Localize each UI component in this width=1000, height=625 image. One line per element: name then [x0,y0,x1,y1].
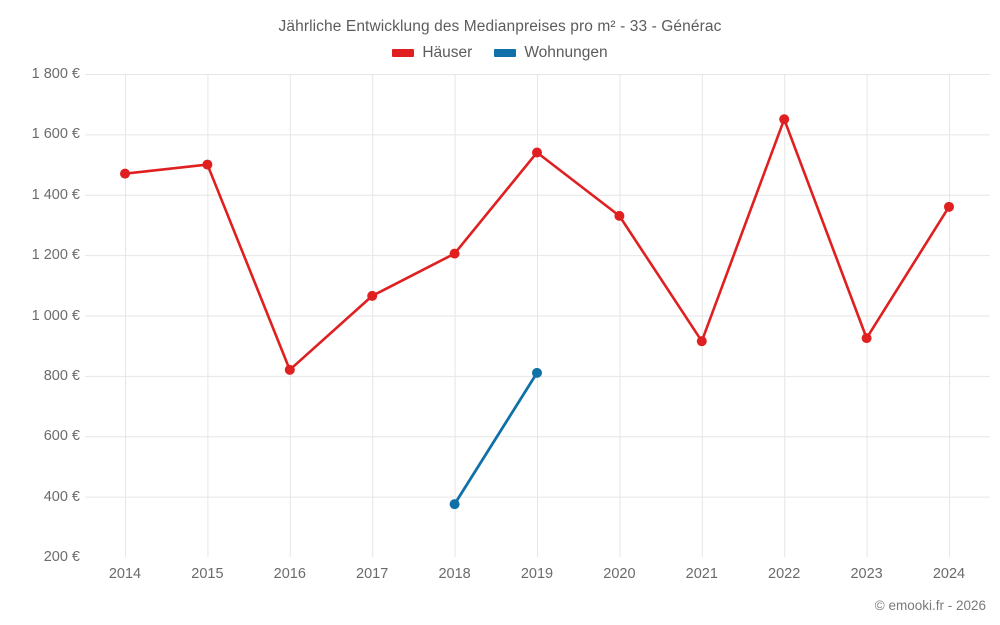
x-axis-tick-label: 2020 [603,566,636,582]
data-point[interactable] [779,114,790,125]
data-point[interactable] [614,210,625,221]
x-axis-tick-label: 2017 [356,566,389,582]
data-point[interactable] [367,290,378,301]
data-point[interactable] [120,168,130,179]
y-axis-labels: 200 € 400 € 600 € 800 € 1 000 € 1 200 € 1 400 … [0,0,80,625]
x-axis-tick-label: 2023 [850,566,883,582]
y-axis-tick-label: 1 400 € [31,186,80,203]
y-axis-tick-label: 400 € [43,488,80,505]
legend-swatch-hauser [392,49,415,57]
plot-svg [85,74,990,557]
x-axis-tick-label: 2024 [932,566,966,582]
y-axis-tick-label: 1 600 € [31,126,80,143]
plot-area [85,74,990,557]
y-axis-tick-label: 200 € [43,549,80,565]
y-axis-tick-label: 1 800 € [31,66,80,82]
data-point[interactable] [532,147,542,158]
data-point[interactable] [449,248,460,259]
legend-label-hauser: Häuser [422,44,473,61]
legend-item-wohnungen[interactable]: Wohnungen [494,44,608,62]
series-line-wohnungen[interactable] [453,371,539,506]
x-axis-tick-label: 2022 [768,566,801,582]
data-point[interactable] [202,159,213,170]
data-point[interactable] [861,333,872,344]
x-axis-tick-label: 2014 [108,566,142,582]
data-point[interactable] [696,336,707,347]
data-point[interactable] [284,364,295,375]
x-axis-tick-label: 2019 [520,566,554,582]
data-point[interactable] [944,201,954,212]
legend-item-hauser[interactable]: Häuser [392,44,472,62]
data-point[interactable] [532,367,542,378]
x-axis-tick-label: 2021 [685,566,718,582]
x-axis-tick-label: 2018 [438,566,471,582]
y-axis-tick-label: 600 € [43,428,80,445]
y-axis-tick-label: 1 200 € [31,247,80,264]
legend-swatch-wohnungen [494,49,517,57]
legend-label-wohnungen: Wohnungen [524,44,608,61]
chart-legend: Häuser Wohnungen [0,44,1000,62]
x-axis-tick-label: 2016 [273,566,306,582]
data-point[interactable] [449,499,460,510]
x-axis-tick-label: 2015 [191,566,224,582]
chart-title: Jährliche Entwicklung des Medianpreises … [278,18,722,35]
footer-credit: © emooki.fr - 2026 [874,598,986,613]
y-axis-tick-label: 800 € [43,367,80,384]
y-axis-tick-label: 1 000 € [31,307,80,324]
